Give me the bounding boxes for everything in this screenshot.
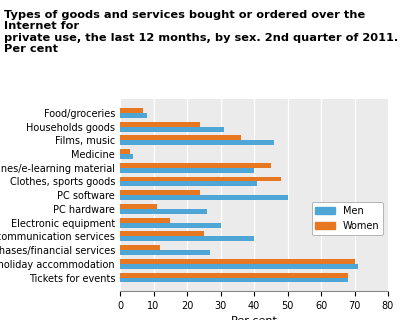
Bar [120, 264, 358, 269]
Bar [120, 140, 274, 145]
Bar [120, 127, 224, 132]
Bar [120, 190, 200, 195]
Bar [120, 245, 160, 250]
Bar [120, 218, 170, 223]
Bar [120, 277, 348, 283]
Bar [120, 181, 257, 187]
Bar [120, 113, 147, 118]
Bar [120, 236, 254, 241]
Legend: Men, Women: Men, Women [312, 202, 383, 235]
Bar [120, 273, 348, 277]
Bar [120, 177, 281, 181]
Bar [120, 163, 271, 168]
Bar [120, 223, 220, 228]
Bar [120, 195, 288, 200]
Bar [120, 259, 354, 264]
Text: Types of goods and services bought or ordered over the Internet for
private use,: Types of goods and services bought or or… [4, 10, 398, 54]
Bar [120, 122, 200, 127]
Bar [120, 250, 210, 255]
Bar [120, 209, 207, 214]
Bar [120, 135, 241, 140]
Bar [120, 168, 254, 173]
Bar [120, 154, 134, 159]
Bar [120, 149, 130, 154]
X-axis label: Per cent: Per cent [231, 316, 277, 320]
Bar [120, 204, 157, 209]
Bar [120, 231, 204, 236]
Bar [120, 108, 144, 113]
